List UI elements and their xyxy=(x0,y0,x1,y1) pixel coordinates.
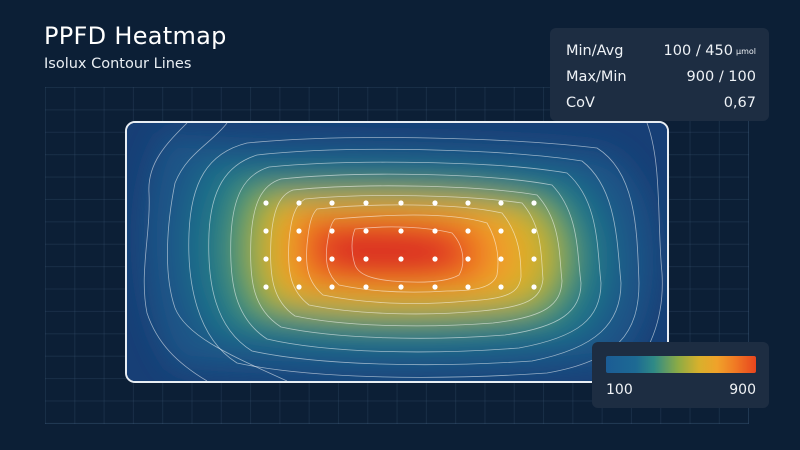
measurement-points xyxy=(263,200,537,290)
stat-value: 100 / 450 xyxy=(663,43,733,59)
stat-unit: µmol xyxy=(736,46,756,56)
color-scale-bar xyxy=(606,356,756,373)
stat-value: 0,67 xyxy=(723,95,756,111)
stat-label: Max/Min xyxy=(566,69,627,85)
stat-max-min: Max/Min 900 / 100 xyxy=(566,64,756,90)
stats-panel: Min/Avg 100 / 450 µmol Max/Min 900 / 100 … xyxy=(550,28,769,121)
stat-cov: CoV 0,67 xyxy=(566,90,756,116)
ppfd-heatmap xyxy=(125,121,669,383)
stat-label: Min/Avg xyxy=(566,43,624,59)
heatmap-canvas xyxy=(127,123,667,381)
stat-value: 900 / 100 xyxy=(686,69,756,85)
contour-lines xyxy=(143,123,663,381)
legend-min-label: 100 xyxy=(606,382,633,398)
page-subtitle: Isolux Contour Lines xyxy=(44,56,192,72)
page-title: PPFD Heatmap xyxy=(44,22,227,50)
stat-min-avg: Min/Avg 100 / 450 µmol xyxy=(566,38,756,64)
color-legend: 100 900 xyxy=(592,342,769,408)
stat-label: CoV xyxy=(566,95,595,111)
legend-max-label: 900 xyxy=(729,382,756,398)
